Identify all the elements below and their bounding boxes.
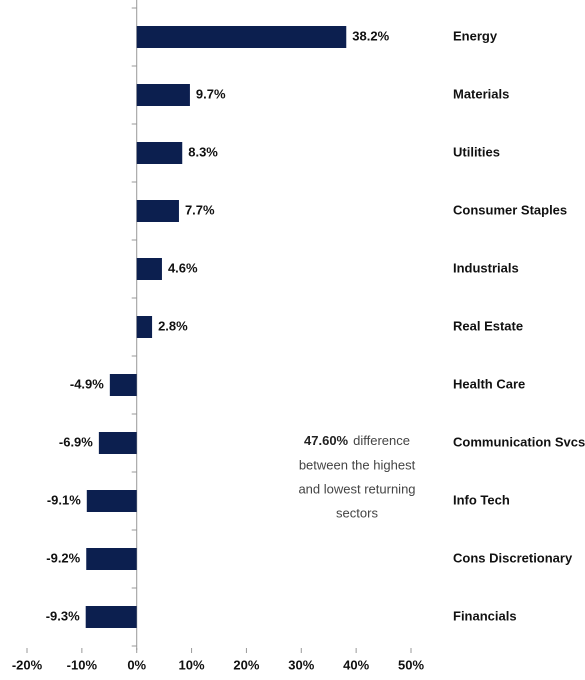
category-label: Utilities (453, 144, 500, 159)
category-label: Energy (453, 28, 498, 43)
x-tick-label: 30% (288, 657, 314, 672)
bar (109, 374, 137, 396)
bar (98, 432, 137, 454)
category-label: Consumer Staples (453, 202, 567, 217)
bar (136, 200, 179, 222)
category-label: Real Estate (453, 318, 523, 333)
bar (85, 606, 137, 628)
value-label: 38.2% (352, 28, 389, 43)
bar (86, 490, 137, 512)
category-label: Communication Svcs (453, 434, 585, 449)
x-tick-label: 20% (233, 657, 259, 672)
value-label: -9.2% (46, 550, 80, 565)
value-label: 7.7% (185, 202, 215, 217)
value-label: 2.8% (158, 318, 188, 333)
category-label: Info Tech (453, 492, 510, 507)
x-tick-label: -20% (12, 657, 43, 672)
value-label: 9.7% (196, 86, 226, 101)
x-tick-label: 50% (398, 657, 424, 672)
annotation-text: difference (353, 433, 410, 448)
category-label: Cons Discretionary (453, 550, 573, 565)
bar (136, 142, 183, 164)
bar (136, 316, 153, 338)
bar (136, 258, 162, 280)
x-tick-label: 0% (127, 657, 146, 672)
value-label: 8.3% (188, 144, 218, 159)
bar (136, 84, 190, 106)
value-label: -9.1% (47, 492, 81, 507)
annotation-text: sectors (336, 505, 378, 520)
value-label: 4.6% (168, 260, 198, 275)
annotation-highlight: 47.60% (304, 433, 349, 448)
x-tick-label: -10% (67, 657, 98, 672)
category-label: Industrials (453, 260, 519, 275)
annotation-text: between the highest (299, 457, 416, 472)
value-label: -6.9% (59, 434, 93, 449)
category-label: Health Care (453, 376, 525, 391)
annotation-text: and lowest returning (298, 481, 415, 496)
category-label: Materials (453, 86, 509, 101)
bar (136, 26, 347, 48)
value-label: -9.3% (46, 608, 80, 623)
x-tick-label: 10% (179, 657, 205, 672)
value-label: -4.9% (70, 376, 104, 391)
category-label: Financials (453, 608, 517, 623)
annotation: 47.60% difference (304, 433, 410, 448)
bar (86, 548, 137, 570)
x-tick-label: 40% (343, 657, 369, 672)
